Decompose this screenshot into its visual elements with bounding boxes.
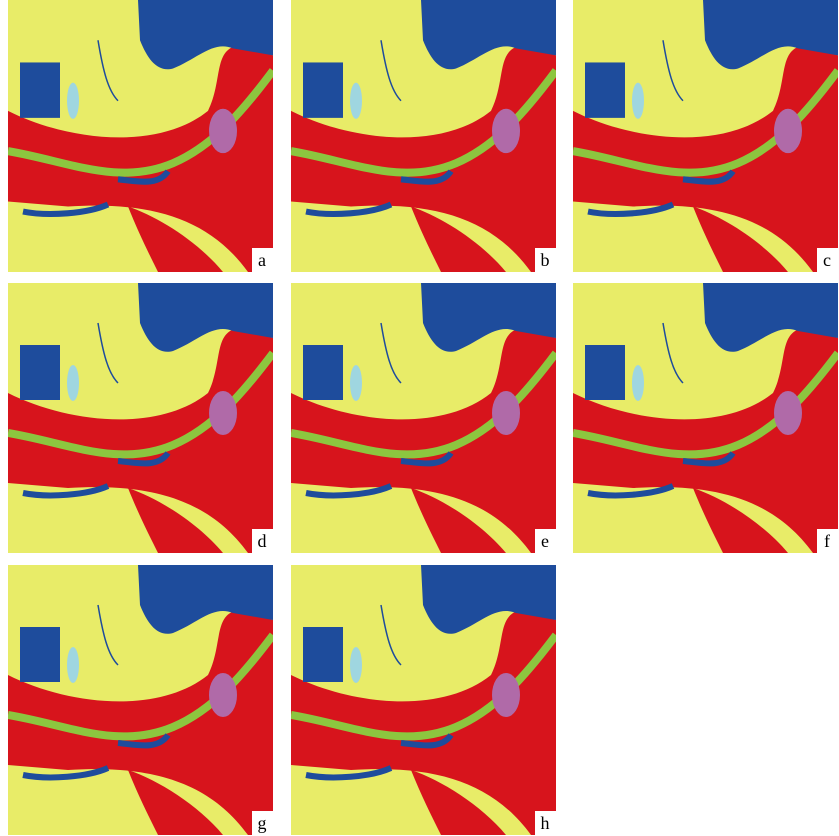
panel-label: a — [258, 250, 266, 270]
panel: c — [573, 0, 838, 272]
panel: a — [8, 0, 273, 272]
panel-label: b — [541, 250, 550, 270]
panel-label: f — [824, 531, 830, 551]
panel-label: c — [823, 250, 831, 270]
panel-label: d — [258, 531, 267, 551]
panel-label: e — [541, 531, 549, 551]
panel-label: h — [541, 813, 550, 833]
panel: h — [291, 565, 556, 835]
panel: d — [8, 283, 273, 553]
panel-label: g — [258, 813, 267, 833]
panel: b — [291, 0, 556, 272]
panel: g — [8, 565, 273, 835]
figure: a b c d e f g h — [0, 0, 839, 836]
panel: f — [573, 283, 838, 553]
panel: e — [291, 283, 556, 553]
